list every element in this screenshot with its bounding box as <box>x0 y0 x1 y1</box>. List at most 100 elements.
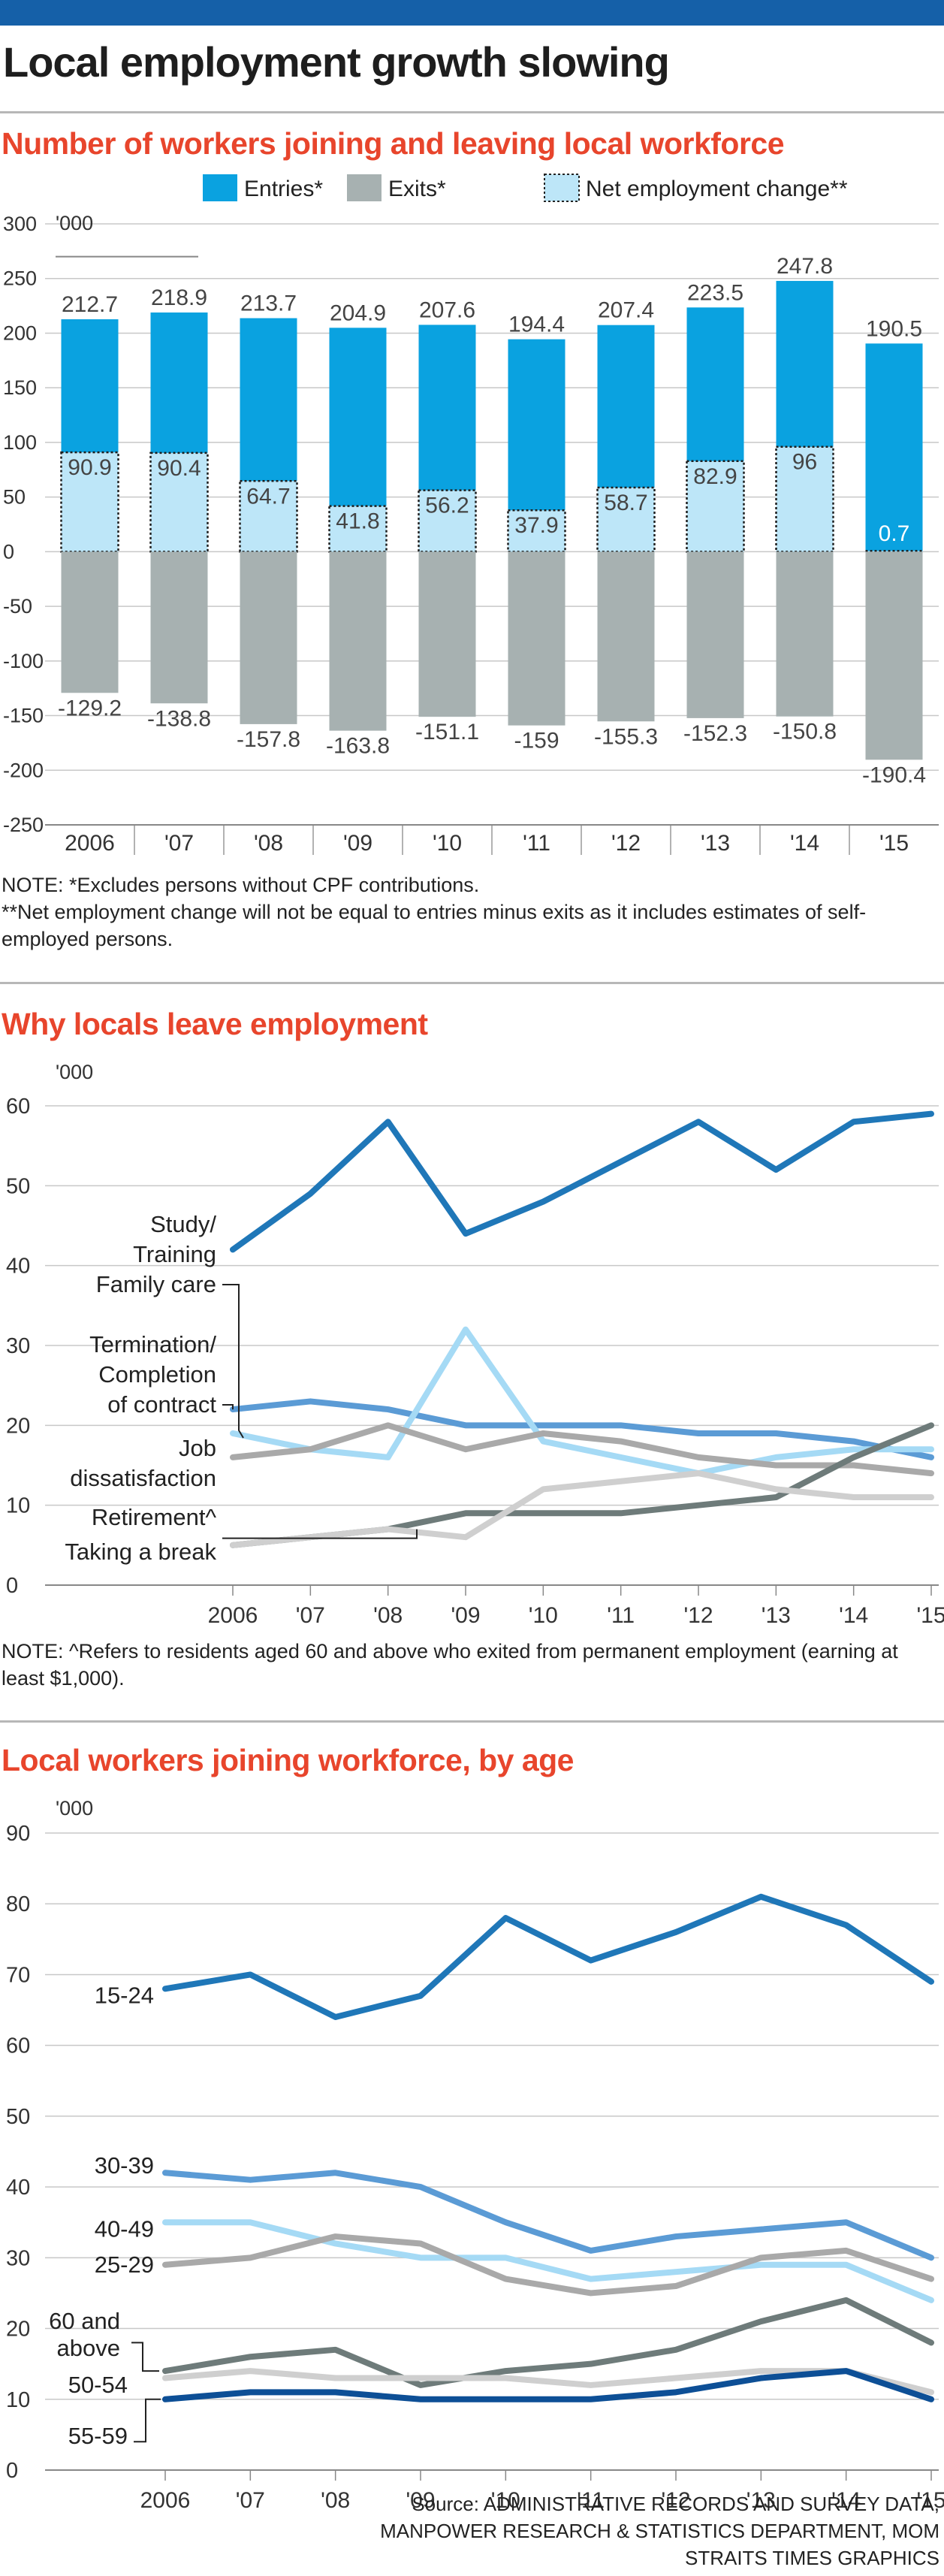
y-tick-label: 0 <box>6 1574 18 1598</box>
net-value-label: 90.9 <box>68 455 111 480</box>
x-tick-label: 2006 <box>140 2488 191 2513</box>
bar-net <box>596 486 656 553</box>
y-tick-label: 0 <box>3 540 14 563</box>
y-tick-label: 30 <box>6 1334 30 1358</box>
chart-joining-by-age: 90 80 70 60 50 40 30 20 10 0 '000 2006 '07 '08 '09 '10 '… <box>6 1797 944 2513</box>
entries-value-label: 213.7 <box>240 291 297 316</box>
x-tick-label: '13 <box>701 831 730 856</box>
y-tick-label: 90 <box>6 1822 30 1846</box>
x-tick-label: '11 <box>577 2488 605 2513</box>
y-tick-label: 100 <box>3 431 37 454</box>
bar-exits <box>61 551 119 693</box>
chart1-heading: Number of workers joining and leaving lo… <box>2 126 785 161</box>
bar-exits <box>508 551 565 726</box>
bar-net <box>507 509 566 553</box>
y-tick-label: 50 <box>3 486 26 509</box>
y-tick-label: 30 <box>6 2246 30 2270</box>
net-value-label: 82.9 <box>693 464 737 489</box>
series-line <box>162 2368 934 2396</box>
series-line <box>230 1470 934 1548</box>
exits-value-label: -159 <box>514 729 559 753</box>
series-label-termination: Termination/Completion of contract <box>89 1331 216 1418</box>
exits-value-label: -155.3 <box>594 724 658 749</box>
x-tick-label: '14 <box>790 831 819 856</box>
series-line <box>230 1110 934 1253</box>
y-tick-label: 50 <box>6 2105 30 2129</box>
x-tick-label: '08 <box>254 831 283 856</box>
legend-swatch <box>203 174 237 201</box>
series-label-60-and-above: 60 and above <box>49 2308 120 2361</box>
exits-value-label: -138.8 <box>147 706 211 731</box>
x-tick-label: '09 <box>406 2488 435 2513</box>
y-tick-label: 20 <box>6 1414 30 1438</box>
bar-net <box>239 480 298 553</box>
bar-exits <box>418 551 476 717</box>
legend-label: Exits* <box>388 177 446 201</box>
y-tick-label: 20 <box>6 2318 30 2342</box>
x-tick-label: '11 <box>607 1603 635 1628</box>
series-line <box>230 1326 934 1477</box>
bar-exits <box>865 551 923 760</box>
series-line <box>230 1422 934 1477</box>
leader-line <box>131 2342 159 2372</box>
x-tick-label: '09 <box>343 831 372 856</box>
series-line <box>162 1893 934 2020</box>
net-value-label: 64.7 <box>246 484 290 509</box>
x-tick-label: '12 <box>611 831 641 856</box>
x-tick-label: '10 <box>433 831 462 856</box>
exits-value-label: -129.2 <box>58 696 122 720</box>
leader-line <box>222 1529 418 1539</box>
x-tick-label: '07 <box>164 831 194 856</box>
bar-exits <box>150 551 208 704</box>
divider <box>0 1720 944 1723</box>
x-tick-label: '13 <box>746 2488 776 2513</box>
x-tick-label: '14 <box>839 1603 868 1628</box>
bar-exits <box>240 551 297 724</box>
chart-why-locals-leave: 60 50 40 30 20 10 0 '000 2006 '07 '08 '09 '10 '11 '12 '… <box>6 1061 944 1628</box>
series-label-retirement: Retirement^ <box>92 1504 217 1530</box>
series-label-50-54: 50-54 <box>68 2372 128 2398</box>
series-label-25-29: 25-29 <box>95 2251 154 2278</box>
x-tick-label: '07 <box>296 1603 325 1628</box>
exits-value-label: -150.8 <box>773 720 837 744</box>
bar-net <box>149 451 209 553</box>
exits-value-label: -152.3 <box>683 721 747 746</box>
y-tick-label: -50 <box>3 595 32 618</box>
x-tick-label: 2006 <box>208 1603 258 1628</box>
bar-exits <box>597 551 655 722</box>
brand-top-bar <box>0 0 944 26</box>
series-line <box>162 2219 934 2303</box>
x-tick-label: '09 <box>451 1603 480 1628</box>
x-tick-label: '08 <box>321 2488 350 2513</box>
x-tick-label: '13 <box>762 1603 791 1628</box>
chart-workers-entries-exits: 300 250 200 150 100 50 0 -50 -100 -150 -200 -250 '00… <box>3 174 939 856</box>
y-tick-label: 80 <box>6 1892 30 1916</box>
series-label-job-dissatisfaction: Job dissatisfaction <box>70 1435 216 1491</box>
legend-label: Net employment change** <box>586 177 848 201</box>
entries-value-label: 223.5 <box>687 280 743 305</box>
x-tick-label: '14 <box>831 2488 861 2513</box>
net-value-label: 90.4 <box>157 456 201 481</box>
series-label-30-39: 30-39 <box>95 2152 154 2179</box>
leader-line <box>222 1404 234 1410</box>
chart2-note: NOTE: ^Refers to residents aged 60 and a… <box>2 1640 898 1690</box>
x-tick-label: '15 <box>879 831 909 856</box>
y-tick-label: -150 <box>3 705 44 727</box>
y-tick-label: 300 <box>3 213 37 235</box>
chart2-heading: Why locals leave employment <box>2 1007 428 1041</box>
legend-label: Entries* <box>244 177 323 201</box>
net-value-label: 58.7 <box>604 491 647 515</box>
y-tick-label: -200 <box>3 759 44 781</box>
net-value-label: 56.2 <box>425 494 469 518</box>
series-label-taking-a-break: Taking a break <box>65 1539 216 1565</box>
divider <box>0 982 944 984</box>
bar-net <box>60 451 119 553</box>
y-tick-label: 10 <box>6 2388 30 2412</box>
y-tick-label: -100 <box>3 650 44 672</box>
bar-net <box>775 445 834 553</box>
bar-net <box>686 460 745 553</box>
x-tick-label: 2006 <box>65 831 115 856</box>
bar-entries <box>865 343 923 552</box>
source-credit: Source: ADMINISTRATIVE RECORDS AND SURVE… <box>380 2493 939 2569</box>
entries-value-label: 204.9 <box>330 300 386 325</box>
